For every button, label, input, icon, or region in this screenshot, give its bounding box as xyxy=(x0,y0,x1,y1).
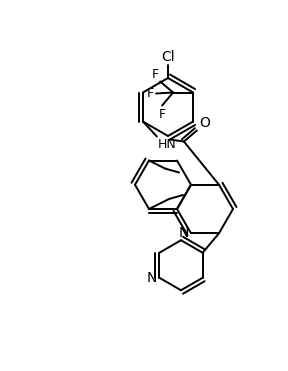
Text: N: N xyxy=(179,226,189,240)
Text: F: F xyxy=(147,87,154,100)
Text: HN: HN xyxy=(158,138,177,151)
Text: Cl: Cl xyxy=(161,50,175,64)
Text: F: F xyxy=(159,108,166,121)
Text: N: N xyxy=(147,271,157,285)
Text: F: F xyxy=(152,68,159,81)
Text: O: O xyxy=(199,115,210,129)
